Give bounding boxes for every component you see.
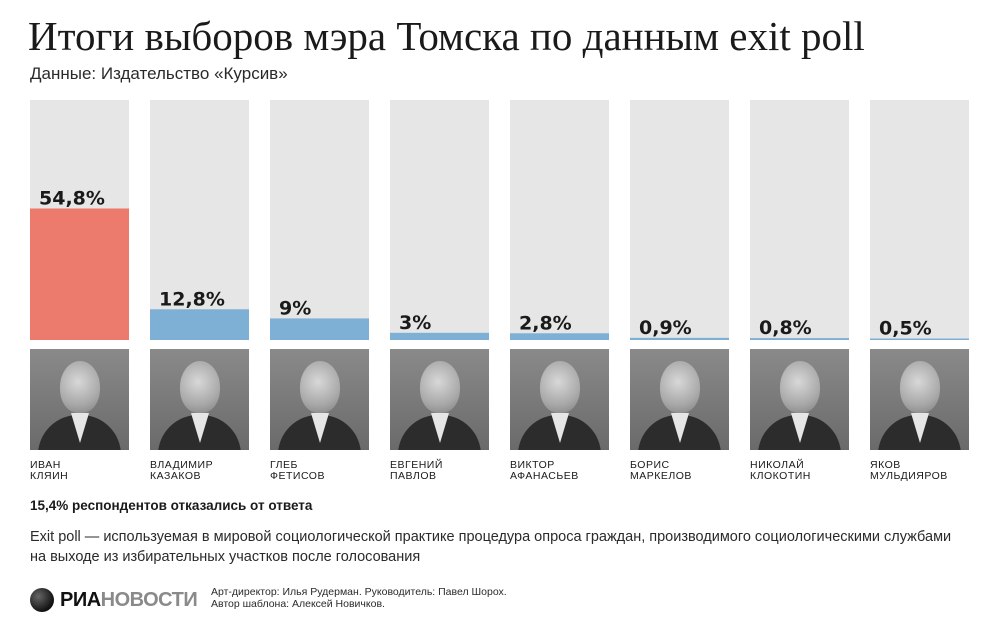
candidate-photo [390, 349, 489, 450]
logo-novosti-text: НОВОСТИ [100, 588, 198, 611]
bar-value-label: 0,8% [759, 317, 812, 339]
bar-value-label: 0,9% [639, 317, 692, 339]
candidate-first-name: Борис [630, 459, 670, 471]
credits-line-1: Арт-директор: Илья Рудерман. Руководител… [211, 586, 507, 598]
bar [150, 309, 249, 340]
candidate-last-name: Клокотин [750, 470, 811, 482]
candidate-last-name: Фетисов [270, 470, 325, 482]
candidate-first-name: Яков [870, 459, 901, 471]
candidate-last-name: Афанасьев [510, 470, 579, 482]
candidate-last-name: Казаков [150, 470, 202, 482]
data-source: Данные: Издательство «Курсив» [30, 64, 288, 83]
candidate-name: Борис Маркелов [630, 460, 740, 482]
candidate-first-name: Иван [30, 459, 61, 471]
candidate-photo [270, 349, 369, 450]
ria-novosti-logo: РИА НОВОСТИ [30, 588, 198, 612]
bar-track [750, 100, 849, 340]
candidate-first-name: Николай [750, 459, 805, 471]
bar [390, 332, 489, 340]
candidate-photo [750, 349, 849, 450]
candidate-last-name: Маркелов [630, 470, 692, 482]
bar-track [390, 100, 489, 340]
bar-track [630, 100, 729, 340]
candidate-last-name: Кляин [30, 470, 69, 482]
bar-track [270, 100, 369, 340]
credits-line-2: Автор шаблона: Алексей Новичков. [211, 597, 385, 610]
candidate-photo [630, 349, 729, 450]
candidate-photo [30, 349, 129, 450]
candidate-name: Евгений Павлов [390, 460, 500, 482]
refused-note: 15,4% респондентов отказались от ответа [30, 498, 313, 513]
candidate-first-name: Виктор [510, 459, 555, 471]
candidate-name: Иван Кляин [30, 460, 140, 482]
bar-value-label: 54,8% [39, 187, 105, 209]
bar [870, 338, 969, 340]
bar-value-label: 0,5% [879, 318, 932, 340]
bar-value-label: 12,8% [159, 288, 225, 310]
candidate-photo [870, 349, 969, 450]
bar-track [150, 100, 249, 340]
candidate-name: Яков Мульдияров [870, 460, 980, 482]
logo-ria-text: РИА [60, 588, 101, 611]
bar [30, 208, 129, 340]
bar-track [870, 100, 969, 340]
candidate-name: Владимир Казаков [150, 460, 260, 482]
candidate-first-name: Владимир [150, 459, 214, 471]
bar-chart: 54,8% 12,8% 9% 3% 2,8% 0,9% 0,8% 0,5% [30, 100, 969, 340]
exit-poll-definition: Exit poll — используемая в мировой социо… [30, 529, 952, 565]
candidate-name: Николай Клокотин [750, 460, 860, 482]
bar-track [510, 100, 609, 340]
bar [270, 318, 369, 340]
candidate-photo [510, 349, 609, 450]
candidate-first-name: Глеб [270, 459, 298, 471]
credits: Арт-директор: Илья Рудерман. Руководител… [211, 586, 507, 610]
bar [510, 333, 609, 340]
candidate-name: Глеб Фетисов [270, 460, 380, 482]
bar [750, 338, 849, 340]
bar-value-label: 2,8% [519, 312, 572, 334]
candidate-last-name: Мульдияров [870, 470, 948, 482]
candidate-first-name: Евгений [390, 459, 443, 471]
bar-value-label: 3% [399, 312, 431, 334]
candidate-name: Виктор Афанасьев [510, 460, 620, 482]
globe-icon [30, 588, 54, 612]
bar-value-label: 9% [279, 297, 311, 319]
page-title: Итоги выборов мэра Томска по данным exit… [28, 13, 865, 59]
candidate-last-name: Павлов [390, 470, 437, 482]
bar [630, 337, 729, 340]
candidate-photo [150, 349, 249, 450]
